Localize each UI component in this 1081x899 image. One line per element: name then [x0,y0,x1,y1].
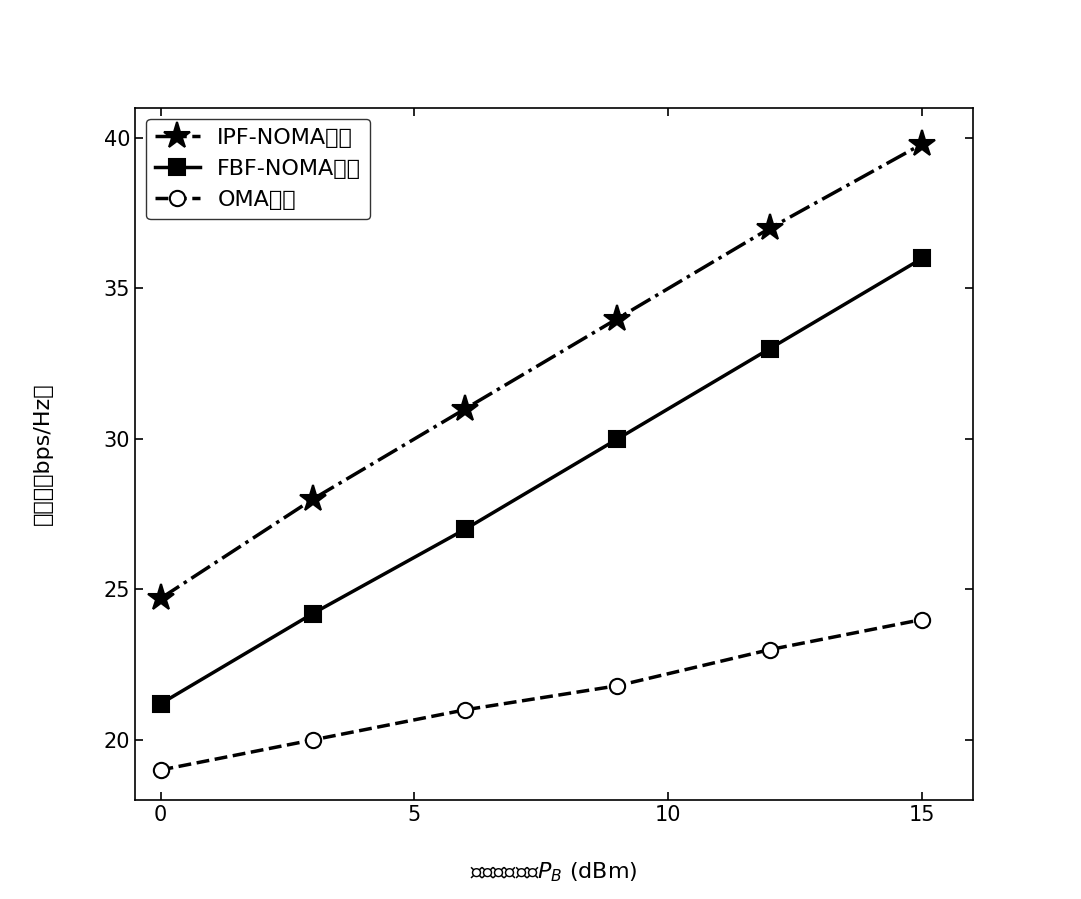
OMA算法 [763,645,776,655]
OMA算法 [154,765,166,776]
Line: IPF-NOMA算法: IPF-NOMA算法 [147,130,936,612]
OMA算法 [611,681,624,691]
IPF-NOMA算法 [154,593,166,604]
Text: 基站天线功率$P_B$ (dBm): 基站天线功率$P_B$ (dBm) [470,860,638,884]
Legend: IPF-NOMA算法, FBF-NOMA算法, OMA算法: IPF-NOMA算法, FBF-NOMA算法, OMA算法 [146,119,370,219]
FBF-NOMA算法 [154,699,166,709]
Line: OMA算法: OMA算法 [152,612,930,778]
FBF-NOMA算法 [916,253,929,263]
FBF-NOMA算法 [306,608,319,619]
Text: 和速率（bps/Hz）: 和速率（bps/Hz） [34,383,53,525]
FBF-NOMA算法 [611,433,624,444]
OMA算法 [916,614,929,625]
IPF-NOMA算法 [611,313,624,324]
IPF-NOMA算法 [763,223,776,234]
IPF-NOMA算法 [306,494,319,504]
IPF-NOMA算法 [916,138,929,149]
Line: FBF-NOMA算法: FBF-NOMA算法 [152,251,930,711]
IPF-NOMA算法 [458,404,471,414]
FBF-NOMA算法 [763,343,776,354]
OMA算法 [306,734,319,745]
OMA算法 [458,705,471,716]
FBF-NOMA算法 [458,524,471,535]
